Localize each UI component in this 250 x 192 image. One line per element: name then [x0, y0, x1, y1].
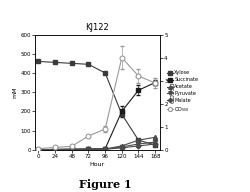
Line: Malate: Malate — [37, 142, 157, 151]
OD$_{550}$ — [87, 135, 90, 137]
Acetate — [70, 148, 73, 151]
Malate — [37, 149, 40, 151]
Pyruvate — [154, 141, 157, 143]
Line: Acetate: Acetate — [36, 135, 157, 152]
Pyruvate — [70, 148, 73, 151]
Malate — [87, 148, 90, 151]
Pyruvate — [104, 148, 107, 150]
Xylose — [154, 144, 157, 146]
OD$_{550}$ — [154, 82, 157, 84]
Acetate — [87, 148, 90, 150]
Succinate — [70, 148, 73, 150]
Pyruvate — [54, 148, 57, 151]
Acetate — [104, 148, 107, 150]
Succinate — [104, 148, 107, 150]
Legend: Xylose, Succinate, Acetate, Pyruvate, Malate, OD$_{550}$: Xylose, Succinate, Acetate, Pyruvate, Ma… — [165, 68, 200, 116]
Malate — [120, 147, 123, 149]
OD$_{550}$ — [137, 75, 140, 77]
Title: KJ122: KJ122 — [86, 23, 110, 32]
Acetate — [37, 149, 40, 151]
Pyruvate — [87, 148, 90, 151]
OD$_{550}$ — [37, 147, 40, 150]
Acetate — [137, 139, 140, 141]
Xylose — [37, 60, 40, 63]
Malate — [154, 143, 157, 145]
Malate — [137, 145, 140, 147]
Xylose — [54, 61, 57, 64]
X-axis label: Hour: Hour — [90, 162, 105, 167]
Y-axis label: OD550: OD550 — [170, 81, 175, 103]
Malate — [54, 148, 57, 151]
Succinate — [87, 148, 90, 150]
Pyruvate — [137, 143, 140, 145]
OD$_{550}$ — [54, 146, 57, 149]
Line: Pyruvate: Pyruvate — [36, 140, 157, 152]
OD$_{550}$ — [70, 145, 73, 147]
OD$_{550}$ — [104, 128, 107, 130]
Line: Xylose: Xylose — [36, 59, 157, 147]
Pyruvate — [37, 149, 40, 151]
Succinate — [54, 148, 57, 151]
Xylose — [104, 72, 107, 74]
Pyruvate — [120, 146, 123, 148]
Succinate — [37, 149, 40, 151]
Acetate — [120, 145, 123, 147]
Malate — [70, 148, 73, 151]
Line: OD$_{550}$: OD$_{550}$ — [36, 55, 158, 151]
Xylose — [137, 139, 140, 141]
Malate — [104, 148, 107, 150]
Line: Succinate: Succinate — [36, 80, 157, 152]
Y-axis label: mM: mM — [12, 86, 18, 98]
Acetate — [154, 136, 157, 138]
OD$_{550}$ — [120, 56, 123, 59]
Succinate — [120, 110, 123, 113]
Text: Figure 1: Figure 1 — [79, 179, 131, 190]
Xylose — [120, 113, 123, 115]
Acetate — [54, 148, 57, 151]
Xylose — [70, 62, 73, 65]
Succinate — [137, 89, 140, 91]
Xylose — [87, 63, 90, 65]
Succinate — [154, 81, 157, 84]
